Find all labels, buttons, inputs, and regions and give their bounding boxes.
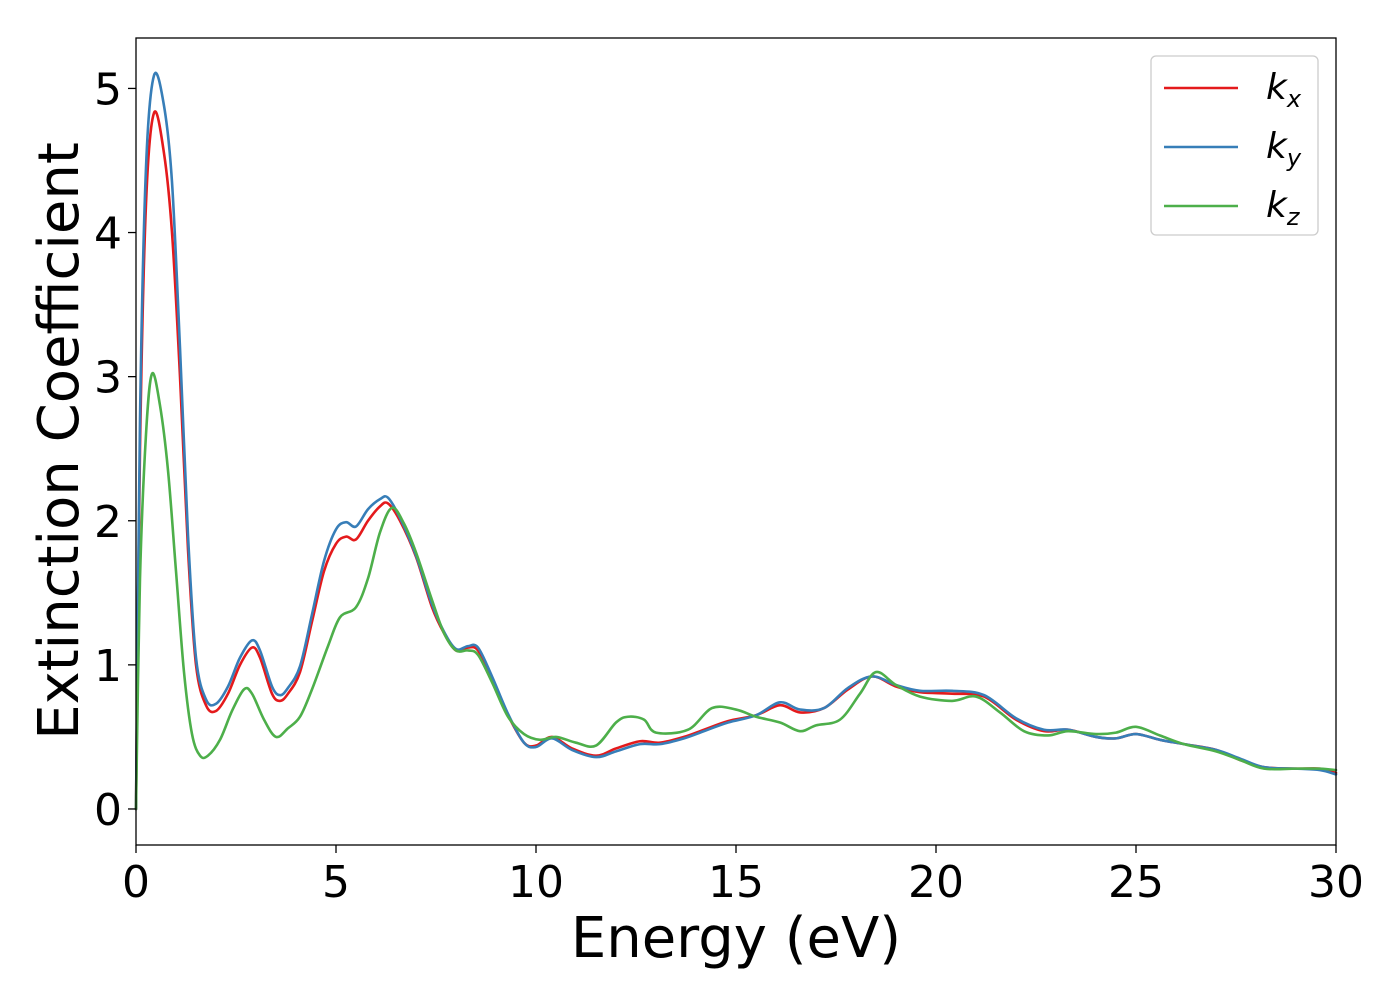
- series-line-kz: [134, 371, 1338, 811]
- y-tick-label: 0: [94, 785, 122, 836]
- y-axis-ticks: 0 1 2 3 4 5: [94, 64, 136, 836]
- series-layer: [134, 71, 1338, 811]
- legend-label-kz: kz: [1266, 185, 1301, 231]
- y-tick-label: 3: [94, 353, 122, 404]
- x-tick-label: 25: [1108, 857, 1164, 908]
- y-tick-label: 4: [94, 209, 122, 260]
- x-tick-label: 5: [322, 857, 350, 908]
- y-tick-label: 5: [94, 64, 122, 115]
- legend-label-ky: ky: [1266, 126, 1302, 172]
- legend-label-kx: kx: [1266, 67, 1302, 113]
- y-tick-label: 1: [94, 641, 122, 692]
- series-line-ky: [134, 71, 1338, 811]
- x-tick-label: 0: [122, 857, 150, 908]
- x-tick-label: 20: [908, 857, 964, 908]
- x-axis-ticks: 0 5 10 15 20 25 30: [122, 845, 1364, 908]
- series-line-kx: [134, 110, 1338, 811]
- legend-entries: kx ky kz: [1164, 67, 1302, 231]
- x-tick-label: 15: [708, 857, 764, 908]
- legend-box: [1150, 55, 1319, 236]
- x-tick-label: 10: [508, 857, 564, 908]
- legend: kx ky kz: [1150, 55, 1319, 236]
- y-axis-title: Extinction Coefficient: [27, 142, 92, 740]
- x-axis-title: Energy (eV): [571, 906, 901, 971]
- y-tick-label: 2: [94, 497, 122, 548]
- x-tick-label: 30: [1308, 857, 1364, 908]
